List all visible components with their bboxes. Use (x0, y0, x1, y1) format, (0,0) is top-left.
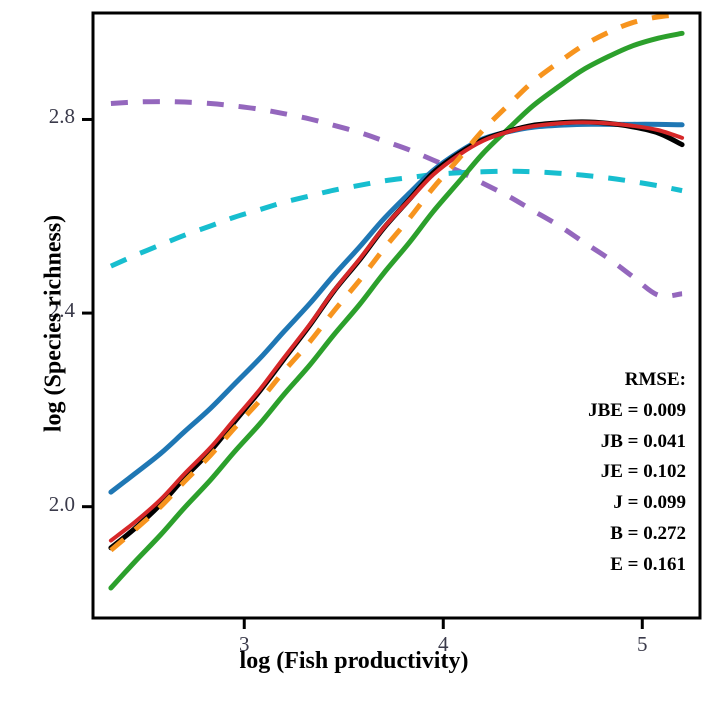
x-tick-label: 4 (438, 632, 449, 656)
y-tick-label: 2.4 (48, 298, 75, 323)
y-tick-label: 2.8 (48, 104, 75, 129)
rmse-entry-jbe: JBE = 0.009 (588, 399, 686, 421)
y-tick-label: 2.0 (48, 491, 75, 516)
y-axis-title: log (Species richness) (40, 214, 67, 433)
rmse-entry-e: E = 0.161 (610, 553, 686, 575)
series-line-e (109, 168, 683, 269)
x-tick-label: 5 (637, 632, 648, 656)
series-line-je (108, 30, 685, 591)
rmse-entry-je: JE = 0.102 (600, 461, 686, 483)
rmse-entry-j: J = 0.099 (613, 492, 686, 514)
rmse-entry-b: B = 0.272 (610, 522, 686, 544)
axis-ticks (82, 117, 644, 629)
rmse-entry-jb: JB = 0.041 (600, 430, 686, 452)
rmse-heading: RMSE: (624, 369, 686, 390)
axis-frame (91, 11, 702, 620)
series-layer (108, 11, 685, 591)
series-line-jbe (108, 120, 685, 543)
rmse-annotation: RMSE: JBE = 0.009 JB = 0.041 JE = 0.102 … (430, 365, 686, 580)
series-line-b (110, 99, 683, 299)
x-axis-title: log (Fish productivity) (239, 648, 469, 674)
series-line-j (109, 11, 683, 553)
x-tick-label: 3 (239, 632, 250, 656)
